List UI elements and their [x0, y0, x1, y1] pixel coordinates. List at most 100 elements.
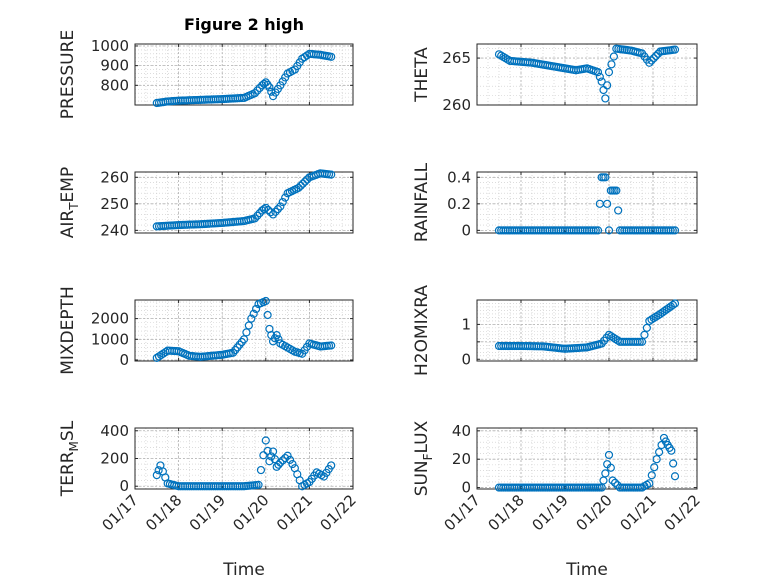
y-axis-label: TERRMSL: [58, 420, 81, 497]
data-point: [237, 337, 246, 347]
data-point: [649, 54, 658, 63]
y-axis-label: AIRTEMP: [58, 167, 81, 238]
data-point: [261, 296, 270, 306]
y-axis-label: H2OMIXRA: [412, 285, 432, 376]
y-tick-label: 0.2: [447, 195, 471, 213]
data-point: [274, 460, 283, 469]
y-tick-label: 0: [461, 350, 471, 368]
data-point: [612, 186, 621, 195]
x-tick-label: 01/18: [485, 491, 528, 534]
data-point: [265, 457, 274, 466]
data-point: [647, 56, 656, 65]
data-point: [254, 480, 263, 489]
y-axis-label: RAINFALL: [412, 162, 432, 242]
data-point: [327, 341, 336, 350]
data-point: [670, 299, 680, 308]
data-point: [645, 316, 654, 326]
data-point: [294, 183, 303, 193]
data-point: [281, 193, 290, 202]
subplot-theta: 260 265 THETA: [412, 43, 698, 114]
data-point: [244, 321, 253, 330]
subplot-h2omixra: 0 1 H2OMIXRA: [412, 285, 698, 376]
data-point: [606, 463, 615, 472]
data-point: [253, 211, 262, 220]
data-point: [651, 51, 661, 61]
y-tick-label: 260: [442, 96, 471, 114]
data-point: [259, 451, 268, 460]
data-point: [668, 300, 678, 310]
data-point: [261, 436, 270, 445]
data-point: [589, 226, 598, 235]
x-tick-label: 01/21: [617, 491, 660, 534]
x-tick-label: 01/20: [229, 491, 272, 534]
data-point: [152, 471, 161, 480]
x-tick-label: 01/20: [573, 491, 616, 534]
data-point: [281, 453, 290, 463]
data-point: [666, 226, 675, 235]
data-point: [635, 483, 644, 492]
x-tick-label: 01/17: [441, 491, 484, 534]
y-tick-label: 265: [442, 49, 471, 67]
subplot-terrmsl: 01/17 01/18 01/19 01/20 01/21 01/22 0 200 400 TER…: [58, 420, 360, 534]
data-point: [273, 205, 283, 214]
y-tick-label: 260: [100, 168, 129, 186]
y-tick-label: 0.4: [447, 168, 471, 186]
data-point: [633, 337, 642, 346]
figure-title: Figure 2 high: [184, 15, 304, 34]
data-point: [647, 471, 656, 480]
axes-box: [476, 427, 698, 490]
data-point: [263, 446, 272, 455]
data-point: [327, 170, 336, 179]
y-tick-label: 250: [100, 195, 129, 213]
data-point: [298, 179, 307, 188]
data-point: [649, 314, 658, 323]
axes-box: [134, 299, 354, 362]
data-point: [256, 465, 266, 475]
data-point: [604, 450, 614, 460]
x-tick-label: 01/21: [273, 491, 316, 534]
data-point: [668, 226, 677, 235]
data-point: [645, 58, 654, 67]
data-point: [607, 332, 616, 341]
data-point: [233, 343, 242, 352]
data-point: [651, 312, 661, 321]
x-tick-label: 01/17: [99, 491, 142, 534]
data-point: [253, 86, 262, 95]
data-point: [609, 333, 618, 342]
data-point: [647, 315, 656, 324]
x-tick-label: 01/22: [661, 491, 704, 534]
data-point: [239, 335, 249, 344]
x-tick-label: 01/19: [529, 491, 572, 534]
data-point: [261, 203, 270, 212]
axes-box: [476, 43, 698, 106]
x-axis-label-right: Time: [565, 560, 608, 580]
data-point: [669, 459, 678, 468]
y-tick-label: 1000: [91, 37, 129, 55]
data-point: [255, 83, 264, 93]
y-tick-label: 40: [452, 422, 471, 440]
data-point: [603, 81, 612, 90]
y-axis-label: MIXDEPTH: [58, 286, 78, 375]
data-point: [267, 87, 276, 96]
axes-box: [134, 171, 354, 234]
data-point: [652, 455, 661, 464]
data-point: [154, 466, 163, 475]
data-point: [266, 208, 275, 217]
y-tick-label: 400: [100, 422, 129, 440]
data-point: [263, 310, 272, 320]
data-point: [268, 447, 278, 456]
y-tick-label: 800: [100, 76, 129, 94]
data-point: [259, 205, 269, 214]
data-point: [601, 469, 610, 478]
data-point: [288, 459, 297, 469]
y-tick-label: 0: [461, 221, 471, 239]
data-point: [608, 476, 617, 485]
axes-box: [134, 43, 354, 106]
data-point: [597, 77, 606, 86]
data-point: [670, 226, 680, 235]
data-point: [655, 448, 664, 457]
x-tick-label: 01/18: [142, 491, 185, 534]
data-point: [642, 323, 651, 332]
y-tick-label: 900: [100, 57, 129, 75]
data-point: [609, 52, 618, 61]
